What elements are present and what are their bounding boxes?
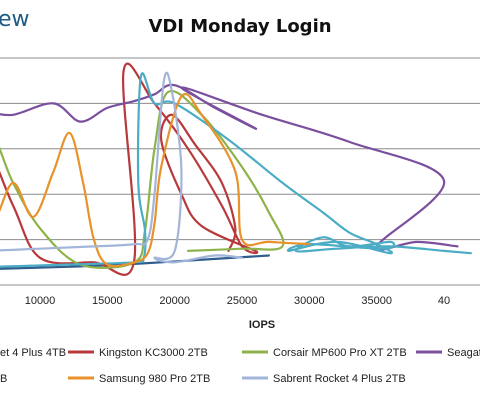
legend-item: B xyxy=(0,373,7,385)
gridlines xyxy=(0,57,480,286)
legend-item: Seagat xyxy=(416,347,480,359)
legend-label: Seagat xyxy=(447,347,480,359)
legend-item: et 4 Plus 4TB xyxy=(0,347,66,359)
legend-label: B xyxy=(0,373,7,385)
brand-logo-fragment: ew xyxy=(0,7,30,32)
x-tick-label: 20000 xyxy=(159,295,190,307)
x-tick-label: 35000 xyxy=(361,295,392,307)
series-line-3 xyxy=(0,89,285,269)
chart-title: VDI Monday Login xyxy=(148,16,331,37)
x-tick-label: 15000 xyxy=(92,295,123,307)
legend-label: et 4 Plus 4TB xyxy=(0,347,66,359)
x-tick-label: 25000 xyxy=(227,295,258,307)
x-axis-ticks: 10000 15000 20000 25000 30000 35000 40 xyxy=(25,295,450,307)
series-line-6 xyxy=(0,92,311,268)
x-axis-label: IOPS xyxy=(249,319,275,331)
legend-label: Samsung 980 Pro 2TB xyxy=(99,373,210,385)
series-line-7 xyxy=(0,71,244,264)
legend-item: Sabrent Rocket 4 Plus 2TB xyxy=(242,373,406,385)
x-tick-label: 40 xyxy=(438,295,450,307)
legend-item: Samsung 980 Pro 2TB xyxy=(68,373,210,385)
series-line-4 xyxy=(0,83,459,252)
series-line-5 xyxy=(0,72,472,268)
legend-item: Corsair MP600 Pro XT 2TB xyxy=(242,347,407,359)
legend-label: Corsair MP600 Pro XT 2TB xyxy=(273,347,407,359)
x-tick-label: 30000 xyxy=(294,295,325,307)
x-tick-label: 10000 xyxy=(25,295,56,307)
legend-label: Kingston KC3000 2TB xyxy=(99,347,208,359)
legend: et 4 Plus 4TB Kingston KC3000 2TB Corsair … xyxy=(0,347,480,385)
plot-area xyxy=(0,62,472,276)
legend-label: Sabrent Rocket 4 Plus 2TB xyxy=(273,373,406,385)
legend-item: Kingston KC3000 2TB xyxy=(68,347,208,359)
series-line-2 xyxy=(0,62,259,276)
